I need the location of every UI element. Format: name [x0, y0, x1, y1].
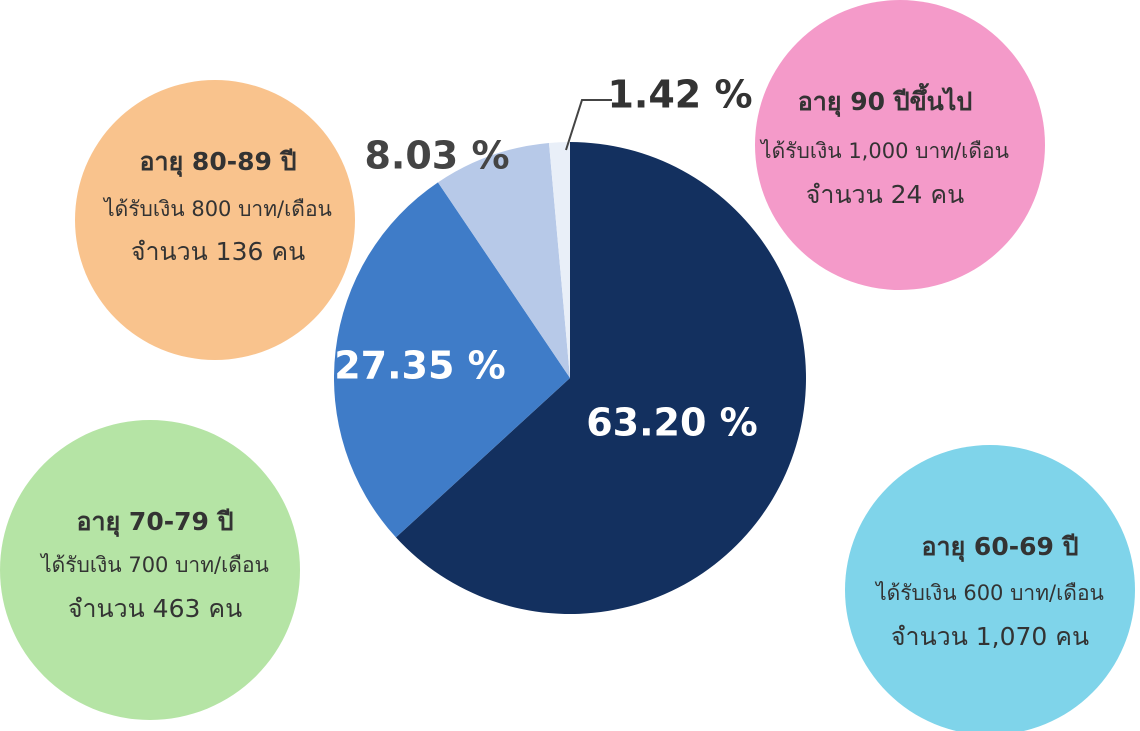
value-label: 1.42 %: [607, 73, 752, 117]
annotation-amount: ได้รับเงิน 700 บาท/เดือน: [39, 553, 269, 577]
annotation-title: อายุ 70-79 ปี: [77, 507, 234, 538]
value-label: 8.03 %: [364, 134, 509, 178]
annotation-count: จำนวน 1,070 คน: [891, 622, 1089, 651]
annotation-title: อายุ 60-69 ปี: [922, 532, 1079, 563]
annotation-amount: ได้รับเงิน 800 บาท/เดือน: [102, 197, 332, 221]
infographic: อายุ 60-69 ปี ได้รับเงิน 600 บาท/เดือน จ…: [0, 0, 1140, 731]
annotation-count: จำนวน 463 คน: [68, 594, 242, 623]
annotation-amount: ได้รับเงิน 1,000 บาท/เดือน: [759, 139, 1009, 163]
value-label: 63.20 %: [586, 401, 758, 445]
annotation-count: จำนวน 24 คน: [806, 180, 964, 209]
annotation-amount: ได้รับเงิน 600 บาท/เดือน: [874, 581, 1104, 605]
annotation-count: จำนวน 136 คน: [131, 237, 305, 266]
value-label: 27.35 %: [334, 344, 506, 388]
annotation-title: อายุ 80-89 ปี: [140, 147, 297, 178]
annotation-title: อายุ 90 ปีขึ้นไป: [798, 82, 972, 118]
